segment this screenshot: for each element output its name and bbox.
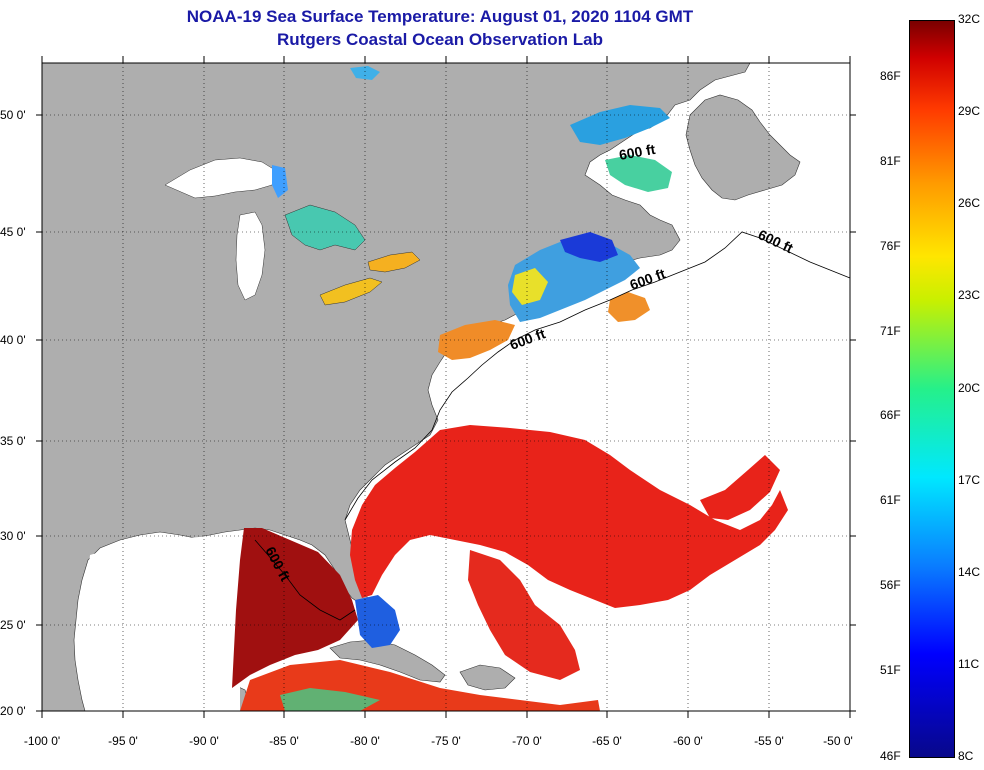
map-subtitle: Rutgers Coastal Ocean Observation Lab	[277, 30, 603, 49]
colorbar-c-20: 20C	[958, 381, 981, 395]
lon-label-95: -95 0'	[108, 734, 138, 748]
lon-label-75: -75 0'	[431, 734, 461, 748]
lon-label-100: -100 0'	[23, 734, 61, 748]
colorbar-c-17: 17C	[958, 473, 981, 487]
lat-label-20: 20 0'	[0, 704, 26, 718]
colorbar-f-46: 46F	[880, 749, 901, 763]
lon-label-85: -85 0'	[269, 734, 299, 748]
lon-label-50: -50 0'	[823, 734, 853, 748]
caribbean-green	[280, 688, 380, 711]
colorbar-f-71: 71F	[880, 324, 901, 338]
land-hispaniola	[459, 664, 516, 691]
colorbar-f-56: 56F	[880, 578, 901, 592]
east-patch-warm	[700, 455, 780, 520]
contour-label-st-lawrence: 600 ft	[618, 141, 657, 163]
colorbar-c-8: 8C	[958, 749, 974, 763]
atlantic-warm	[350, 425, 788, 608]
colorbar-f-86: 86F	[880, 69, 901, 83]
lat-label-45: 45 0'	[0, 225, 26, 239]
lat-label-25: 25 0'	[0, 618, 26, 632]
gulf-of-maine-cold	[560, 232, 618, 262]
florida-straits-cool	[355, 595, 400, 648]
maine-shelf-yellow	[512, 268, 548, 305]
lake-michigan	[235, 211, 266, 301]
lake-erie	[319, 277, 383, 306]
colorbar-f-81: 81F	[880, 154, 901, 168]
lon-label-80: -80 0'	[350, 734, 380, 748]
gulf-hot	[232, 528, 358, 688]
land-newfoundland	[685, 94, 801, 201]
colorbar-f-76: 76F	[880, 239, 901, 253]
colorbar-f-66: 66F	[880, 408, 901, 422]
gulf-clouds	[80, 532, 240, 711]
temperature-colorbar	[909, 20, 955, 758]
isobath-600ft	[254, 231, 851, 621]
lake-superior-east	[272, 165, 288, 198]
colorbar-c-32: 32C	[958, 12, 981, 26]
lon-label-60: -60 0'	[673, 734, 703, 748]
lat-label-35: 35 0'	[0, 434, 26, 448]
colorbar-f-61: 61F	[880, 493, 901, 507]
lon-label-65: -65 0'	[592, 734, 622, 748]
colorbar-c-29: 29C	[958, 104, 981, 118]
lat-label-50: 50 0'	[0, 108, 26, 122]
colorbar-f-51: 51F	[880, 663, 901, 677]
land-north-america	[42, 63, 751, 711]
sargasso-warm	[468, 550, 580, 680]
nova-scotia-orange	[608, 292, 650, 322]
lon-label-55: -55 0'	[754, 734, 784, 748]
lake-ontario	[367, 251, 421, 273]
lat-label-40: 40 0'	[0, 333, 26, 347]
axis-ticks	[36, 56, 856, 718]
lon-label-70: -70 0'	[512, 734, 542, 748]
colorbar-c-11: 11C	[958, 657, 980, 671]
lake-huron	[284, 204, 366, 251]
lat-label-30: 30 0'	[0, 529, 26, 543]
colorbar-c-14: 14C	[958, 565, 981, 579]
graticule	[41, 63, 851, 712]
colorbar-c-23: 23C	[958, 288, 981, 302]
mid-atlantic-orange	[438, 320, 515, 360]
colorbar-c-26: 26C	[958, 196, 981, 210]
hudson-inlet	[350, 66, 380, 80]
lon-label-90: -90 0'	[189, 734, 219, 748]
gulf-st-lawrence	[605, 155, 672, 192]
map-title: NOAA-19 Sea Surface Temperature: August …	[186, 7, 694, 26]
